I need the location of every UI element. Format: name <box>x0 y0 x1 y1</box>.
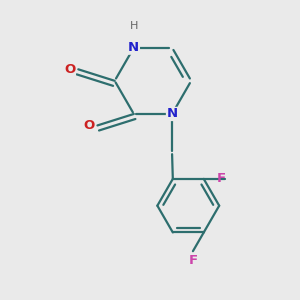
Text: H: H <box>130 22 138 32</box>
Text: F: F <box>216 172 225 185</box>
Text: O: O <box>83 119 94 132</box>
Text: F: F <box>188 254 197 267</box>
Text: O: O <box>64 63 75 76</box>
Text: N: N <box>128 41 140 54</box>
Text: N: N <box>167 107 178 121</box>
